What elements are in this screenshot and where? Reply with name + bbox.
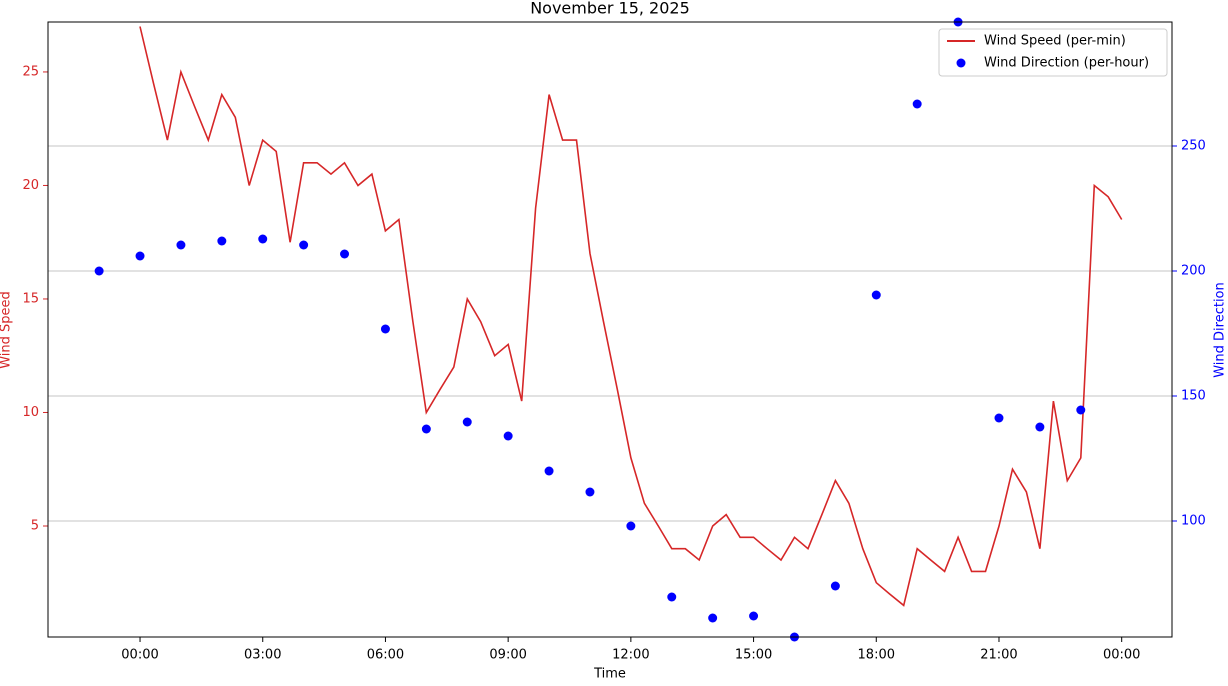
y-axis-label: Wind Speed	[0, 291, 14, 369]
x-tick-label: 18:00	[858, 648, 895, 663]
point	[749, 611, 759, 621]
point	[176, 240, 186, 250]
point	[94, 266, 104, 276]
point	[544, 466, 554, 476]
point	[380, 324, 390, 334]
x-tick-label: 03:00	[244, 648, 281, 663]
x-tick-label: 00:00	[1103, 648, 1140, 663]
y-tick-label: 20	[22, 178, 39, 193]
x-tick-label: 15:00	[735, 648, 772, 663]
point	[217, 236, 227, 246]
y-tick-label: 10	[22, 405, 39, 420]
plot-frame	[47, 21, 1173, 638]
point	[585, 487, 595, 497]
chart-title: November 15, 2025	[530, 0, 690, 18]
x-tick-label: 21:00	[980, 648, 1017, 663]
point	[1076, 405, 1086, 415]
point	[1035, 422, 1045, 432]
point	[340, 249, 350, 259]
y2-axis-label: Wind Direction	[1213, 282, 1228, 378]
legend-label: Wind Speed (per-min)	[984, 34, 1126, 49]
point	[871, 290, 881, 300]
point	[135, 251, 145, 261]
y-tick-label: 25	[22, 64, 39, 79]
y2-tick-label: 200	[1181, 264, 1206, 279]
y2-tick-label: 100	[1181, 514, 1206, 529]
point	[626, 521, 636, 531]
x-axis-label: Time	[593, 667, 626, 682]
point	[462, 417, 472, 427]
x-tick-label: 09:00	[489, 648, 526, 663]
point	[667, 592, 677, 602]
y2-tick-label: 150	[1181, 389, 1206, 404]
plot	[139, 26, 1123, 607]
point	[912, 99, 922, 109]
point	[299, 240, 309, 250]
point	[830, 581, 840, 591]
legend-label: Wind Direction (per-hour)	[984, 56, 1149, 71]
legend-swatch	[956, 58, 966, 68]
legend-box	[938, 28, 1168, 77]
x-tick-label: 06:00	[367, 648, 404, 663]
point	[994, 413, 1004, 423]
point	[503, 431, 513, 441]
point	[258, 234, 268, 244]
y-tick-label: 5	[31, 518, 39, 533]
x-tick-label: 00:00	[121, 648, 158, 663]
y-tick-label: 15	[22, 291, 39, 306]
line	[139, 26, 1123, 607]
point	[421, 424, 431, 434]
point	[708, 613, 718, 623]
y2-tick-label: 250	[1181, 139, 1206, 154]
x-tick-label: 12:00	[612, 648, 649, 663]
